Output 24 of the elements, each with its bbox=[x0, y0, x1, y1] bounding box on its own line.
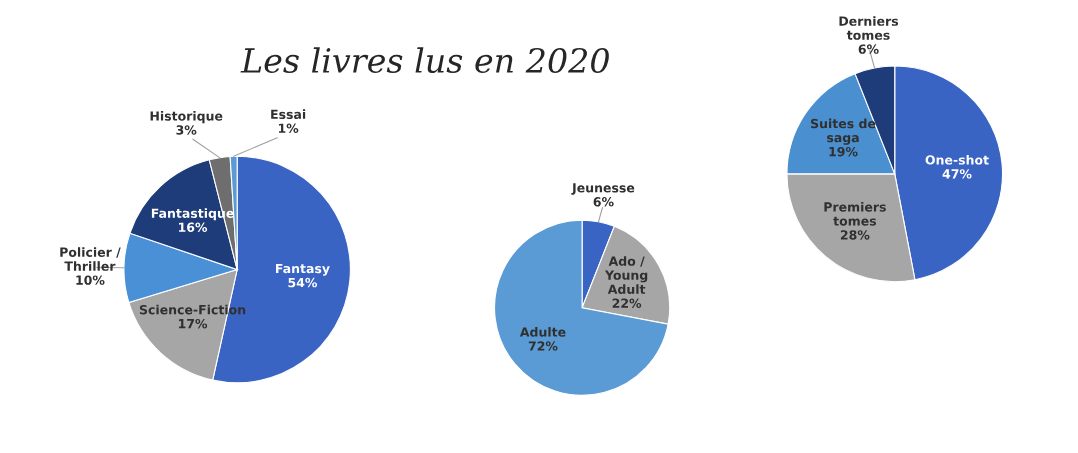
data-label: 1% bbox=[278, 123, 299, 134]
data-label: 6% bbox=[858, 44, 879, 54]
slice-label: Premiers tomes bbox=[824, 201, 886, 226]
slice-label: Derniers tomes bbox=[839, 16, 899, 40]
data-label: 72% bbox=[528, 341, 558, 351]
slice-label: Ado / Young Adult bbox=[604, 256, 648, 294]
slice-label: Essai bbox=[271, 109, 306, 120]
data-label: 17% bbox=[179, 318, 208, 329]
data-label: 6% bbox=[593, 197, 614, 207]
slice-label: Policier / Thriller bbox=[60, 247, 121, 271]
data-label: 22% bbox=[612, 298, 642, 308]
data-label: 54% bbox=[288, 277, 318, 288]
data-label: 16% bbox=[179, 222, 208, 232]
data-label: 19% bbox=[829, 146, 858, 157]
slice-label: Historique bbox=[150, 111, 223, 124]
slice-label: One-shot bbox=[925, 154, 989, 165]
slice-label: Jeunesse bbox=[571, 183, 635, 195]
slice-label: Adulte bbox=[519, 327, 566, 337]
text: Les livres lus en 2020 bbox=[240, 47, 609, 74]
data-label: 47% bbox=[942, 169, 972, 179]
data-label: 3% bbox=[176, 125, 197, 135]
data-label: 10% bbox=[76, 275, 105, 285]
data-label: 28% bbox=[840, 230, 870, 240]
slice-label: Fantasy bbox=[276, 263, 330, 276]
